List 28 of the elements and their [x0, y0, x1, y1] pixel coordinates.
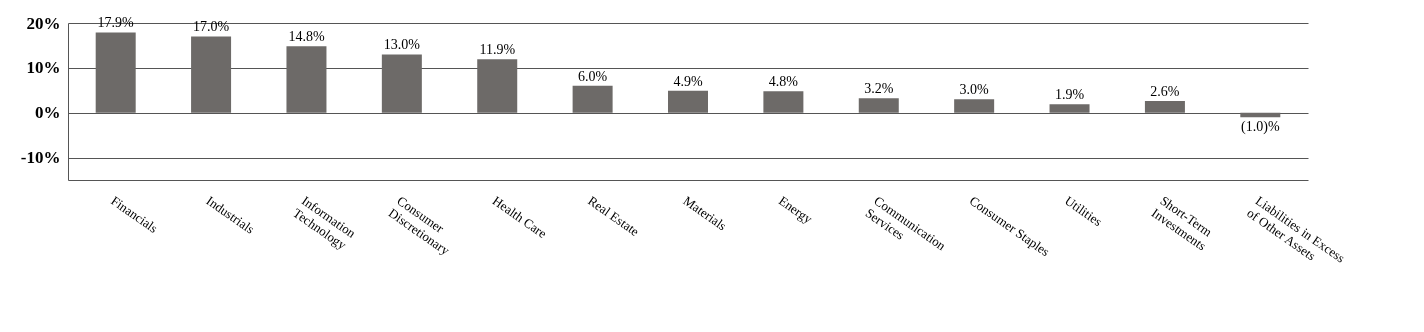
data-label: 14.8%: [288, 29, 325, 45]
bar: [286, 46, 327, 113]
bar: [95, 32, 136, 113]
bar: [1144, 101, 1185, 113]
y-tick-label: 20%: [26, 13, 61, 33]
data-label: 3.0%: [959, 82, 990, 98]
bar: [572, 85, 613, 113]
data-label: 2.6%: [1150, 84, 1180, 100]
bar: [381, 54, 422, 113]
bar: [954, 99, 995, 113]
y-tick-label: 10%: [26, 58, 61, 78]
bar: [477, 59, 518, 113]
data-label: 17.0%: [192, 19, 230, 35]
data-label: 11.9%: [479, 42, 516, 58]
data-label: (1.0)%: [1241, 119, 1280, 136]
y-tick-label: 0%: [35, 103, 61, 123]
y-tick-label: -10%: [20, 148, 61, 168]
data-label: 6.0%: [578, 68, 608, 84]
bar: [858, 98, 899, 113]
bar: [1049, 104, 1090, 113]
data-label: 1.9%: [1054, 87, 1085, 103]
data-label: 13.0%: [383, 37, 421, 53]
data-label: 4.9%: [673, 73, 703, 89]
data-label: 3.2%: [864, 81, 894, 97]
bar: [191, 36, 232, 113]
bar: [763, 91, 804, 113]
data-label: 4.8%: [768, 74, 799, 90]
bar: [668, 90, 708, 113]
